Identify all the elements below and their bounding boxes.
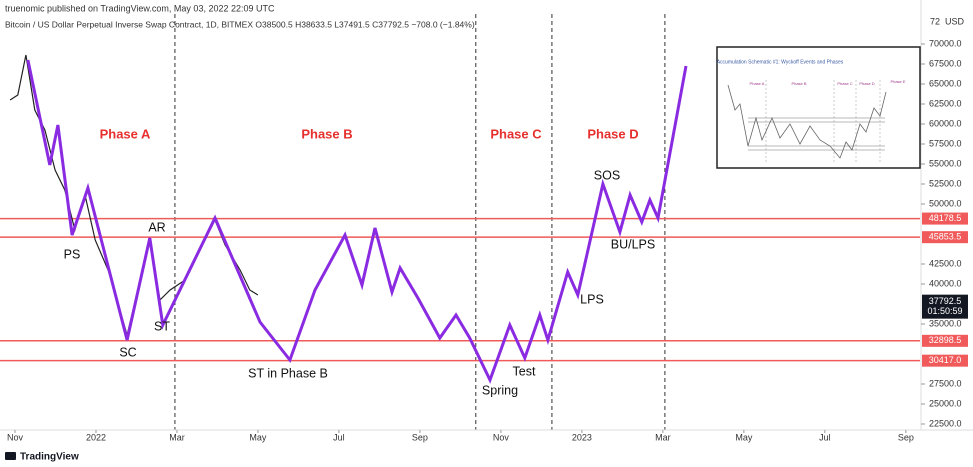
event-label: SOS: [594, 168, 620, 182]
x-tick-label: 2022: [86, 432, 106, 442]
inset-phase: Phase E: [890, 79, 905, 84]
x-tick-label: Nov: [7, 432, 24, 442]
y-tick-label: 42500.0: [929, 258, 962, 268]
y-tick-label: 55000.0: [929, 158, 962, 168]
level-badge: [922, 212, 968, 225]
event-label: SC: [119, 345, 136, 359]
inset-title: Accumulation Schematic #1: Wyckoff Event…: [717, 59, 844, 65]
event-label: BU/LPS: [611, 237, 655, 251]
countdown: 01:50:59: [927, 306, 962, 316]
inset: Accumulation Schematic #1: Wyckoff Event…: [716, 46, 921, 169]
last-price-badge: [922, 294, 968, 319]
y-tick-label: 67500.0: [929, 58, 962, 68]
phase-label: Phase C: [490, 126, 542, 141]
footer: TradingView: [5, 452, 79, 463]
y-tick-label: 35000.0: [929, 318, 962, 328]
inset-frame: [716, 46, 921, 169]
phase-label: Phase D: [587, 126, 638, 141]
event-label: Test: [513, 364, 536, 378]
y-tick-label: 52500.0: [929, 178, 962, 188]
event-label: Spring: [482, 383, 518, 397]
y-tick-label: 65000.0: [929, 78, 962, 88]
x-tick-label: Jul: [333, 432, 345, 442]
inset-phase: Phase C: [837, 81, 852, 86]
y-tick-label: 25000.0: [929, 398, 962, 408]
level-label: 48178.5: [929, 213, 962, 223]
price-line: [26, 59, 688, 384]
x-tick-label: 2023: [572, 432, 592, 442]
y-tick-label: 70000.0: [929, 38, 962, 48]
plot-area: [0, 14, 920, 430]
y-tick-label: 27500.0: [929, 378, 962, 388]
y-tick-label: 57500.0: [929, 138, 962, 148]
y-tick-label: 40000.0: [929, 278, 962, 288]
y-tick-label: 50000.0: [929, 198, 962, 208]
event-label: ST: [154, 319, 170, 333]
x-tick-label: Sep: [412, 432, 428, 442]
y-tick-label: 62500.0: [929, 98, 962, 108]
phase-label: Phase A: [100, 126, 151, 141]
level-badge: [922, 231, 968, 244]
symbol-info: Bitcoin / US Dollar Perpetual Inverse Sw…: [5, 19, 475, 29]
event-label: PS: [64, 247, 81, 261]
last-price-label: 37792.5: [929, 296, 962, 306]
inset-schematic: [727, 84, 887, 159]
level-label: 30417.0: [929, 355, 962, 365]
x-tick-label: Jul: [819, 432, 831, 442]
event-label: AR: [148, 220, 165, 234]
inset-dividers: [765, 80, 881, 162]
phase-label: Phase B: [301, 126, 352, 141]
event-label: LPS: [580, 292, 604, 306]
x-tick-label: Sep: [898, 432, 914, 442]
inset-phase: Phase D: [859, 81, 874, 86]
x-tick-label: Nov: [493, 432, 510, 442]
y-tick-label: 22500.0: [929, 418, 962, 428]
level-label: 32898.5: [929, 335, 962, 345]
x-tick-label: Mar: [169, 432, 185, 442]
axis-unit: USD: [945, 16, 965, 26]
level-badge: [922, 334, 968, 347]
x-tick-label: May: [735, 432, 753, 442]
inset-levels: [748, 117, 885, 151]
level-badge: [922, 354, 968, 367]
axis-cut-label: 72: [930, 16, 940, 26]
level-label: 45853.5: [929, 232, 962, 242]
event-label: ST in Phase B: [248, 366, 328, 380]
x-tick-label: Mar: [655, 432, 671, 442]
y-tick-label: 60000.0: [929, 118, 962, 128]
x-tick-label: May: [249, 432, 267, 442]
publisher: truenomic published on TradingView.com, …: [5, 3, 275, 13]
inset-phase: Phase A: [750, 81, 765, 86]
brand: TradingView: [20, 452, 79, 463]
brand-logo: [5, 452, 16, 460]
inset-phase: Phase B: [791, 81, 806, 86]
